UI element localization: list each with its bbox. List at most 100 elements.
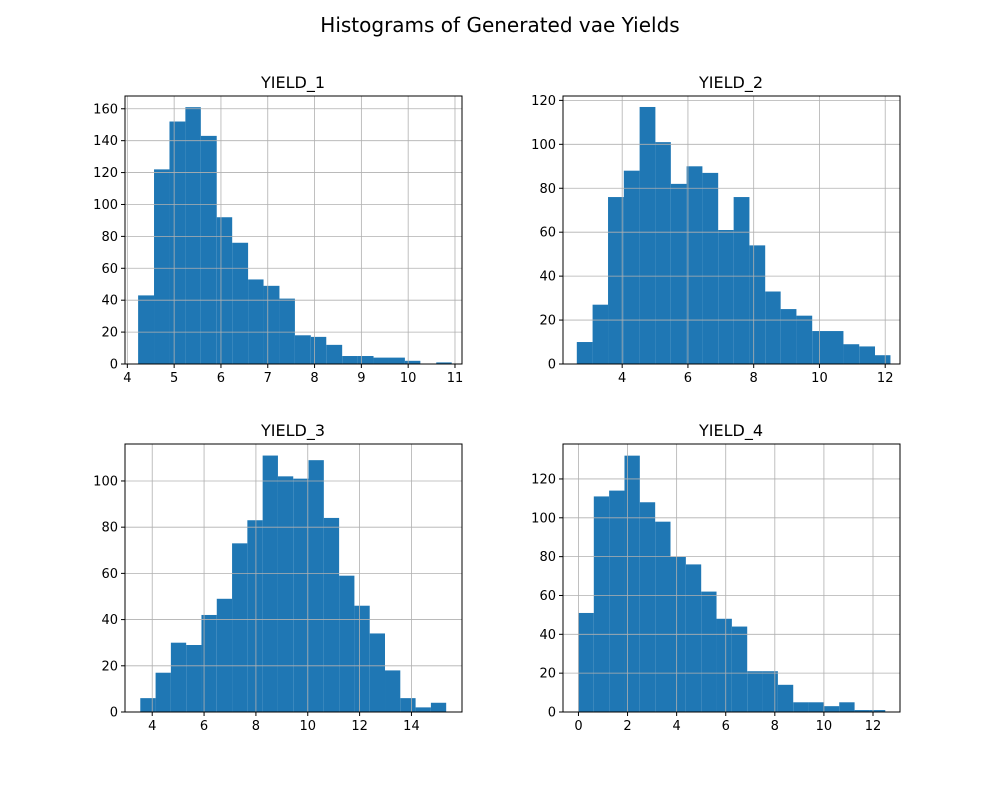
histogram-bar (670, 183, 687, 364)
histogram-bar (655, 142, 671, 364)
histogram-bar (747, 671, 763, 712)
histogram-bar (201, 614, 217, 712)
y-tick-label: 60 (539, 226, 556, 241)
subplot-title: YIELD_1 (260, 73, 325, 93)
histogram-bar (796, 315, 813, 364)
subplot-title: YIELD_3 (260, 421, 325, 441)
y-tick-label: 80 (539, 182, 556, 197)
axes-frame (124, 443, 463, 713)
histogram-bar (436, 362, 452, 364)
histogram-bar (169, 121, 186, 365)
histogram-bar (655, 521, 671, 712)
histogram-bar (702, 172, 719, 364)
histogram-bar (388, 357, 405, 364)
y-tick-label: 100 (93, 198, 118, 213)
histogram-bar (808, 702, 824, 712)
histogram-bars (140, 455, 447, 712)
histogram-bar (138, 295, 155, 364)
histogram-bar (354, 605, 370, 712)
histogram-bar (576, 342, 593, 364)
histogram-bar (608, 197, 624, 364)
histogram-bar (593, 496, 610, 712)
histogram-bar (733, 197, 750, 364)
x-tick-label: 10 (811, 371, 828, 386)
y-tick-label: 100 (93, 474, 118, 489)
y-tick-label: 80 (539, 550, 556, 565)
x-tick-label: 4 (618, 371, 626, 386)
histogram-bar (430, 702, 447, 712)
x-tick-label: 8 (750, 371, 758, 386)
histogram-bar (828, 331, 844, 364)
x-tick-label: 14 (403, 719, 420, 734)
y-tick-label: 0 (548, 358, 556, 373)
histogram-bar (216, 217, 233, 364)
histogram-bar (342, 356, 358, 364)
histogram-bar (731, 626, 748, 712)
histogram-bar (200, 135, 217, 364)
histogram-bar (310, 336, 327, 364)
y-tick-label: 20 (539, 314, 556, 329)
x-tick-label: 0 (574, 719, 582, 734)
histogram-bar (263, 285, 280, 364)
x-tick-label: 8 (310, 371, 318, 386)
histogram-bar (854, 710, 870, 712)
y-tick-label: 80 (101, 230, 118, 245)
figure-title: Histograms of Generated vae Yields (320, 13, 679, 37)
histogram-bar (716, 618, 732, 712)
y-tick-label: 20 (101, 326, 118, 341)
histogram-bar (404, 360, 421, 364)
histogram-bar (609, 490, 625, 712)
x-tick-label: 8 (252, 719, 260, 734)
histogram-bar (323, 517, 340, 712)
x-tick-label: 8 (771, 719, 779, 734)
y-tick-label: 0 (548, 706, 556, 721)
histogram-bar (294, 335, 311, 364)
x-tick-label: 9 (357, 371, 365, 386)
histogram-bar (685, 564, 702, 712)
histogram-bar (385, 670, 401, 712)
histogram-bar (839, 702, 855, 712)
histogram-bar (859, 346, 876, 364)
histogram-bar (780, 309, 797, 364)
histogram-bar (216, 598, 233, 712)
histogram-bar (185, 107, 201, 365)
histogram-bar (686, 166, 703, 364)
y-tick-label: 20 (539, 667, 556, 682)
histogram-bar (339, 575, 355, 712)
x-tick-label: 4 (673, 719, 681, 734)
x-tick-label: 12 (865, 719, 882, 734)
histogram-bar (279, 298, 295, 364)
y-tick-label: 140 (93, 134, 118, 149)
histogram-bar (293, 478, 309, 712)
histogram-bar (718, 230, 734, 364)
axes-frame (124, 95, 463, 365)
histogram-bar (639, 502, 656, 712)
y-tick-label: 100 (531, 138, 556, 153)
x-tick-label: 6 (200, 719, 208, 734)
histogram-bar (400, 698, 416, 712)
histogram-bar (777, 684, 794, 712)
y-tick-label: 40 (539, 270, 556, 285)
histogram-bar (277, 476, 294, 712)
histogram-bar (155, 672, 171, 712)
histogram-bar (812, 331, 828, 364)
x-tick-label: 4 (148, 719, 156, 734)
histogram-bar (793, 702, 809, 712)
histogram-bar (232, 543, 248, 712)
x-tick-label: 6 (217, 371, 225, 386)
histogram-bar (357, 356, 374, 364)
x-tick-label: 6 (722, 719, 730, 734)
histogram-bar (639, 106, 656, 364)
subplot-title: YIELD_2 (698, 73, 763, 93)
subplot-yield-3: YIELD_3 4 6 8 10 12 14 0 20 40 60 80 100 (93, 421, 463, 734)
histogram-bar (170, 642, 187, 712)
y-tick-label: 40 (101, 613, 118, 628)
y-tick-label: 100 (531, 511, 556, 526)
histogram-bar (875, 355, 891, 364)
histogram-bar (140, 698, 156, 712)
histogram-bar (592, 304, 609, 364)
